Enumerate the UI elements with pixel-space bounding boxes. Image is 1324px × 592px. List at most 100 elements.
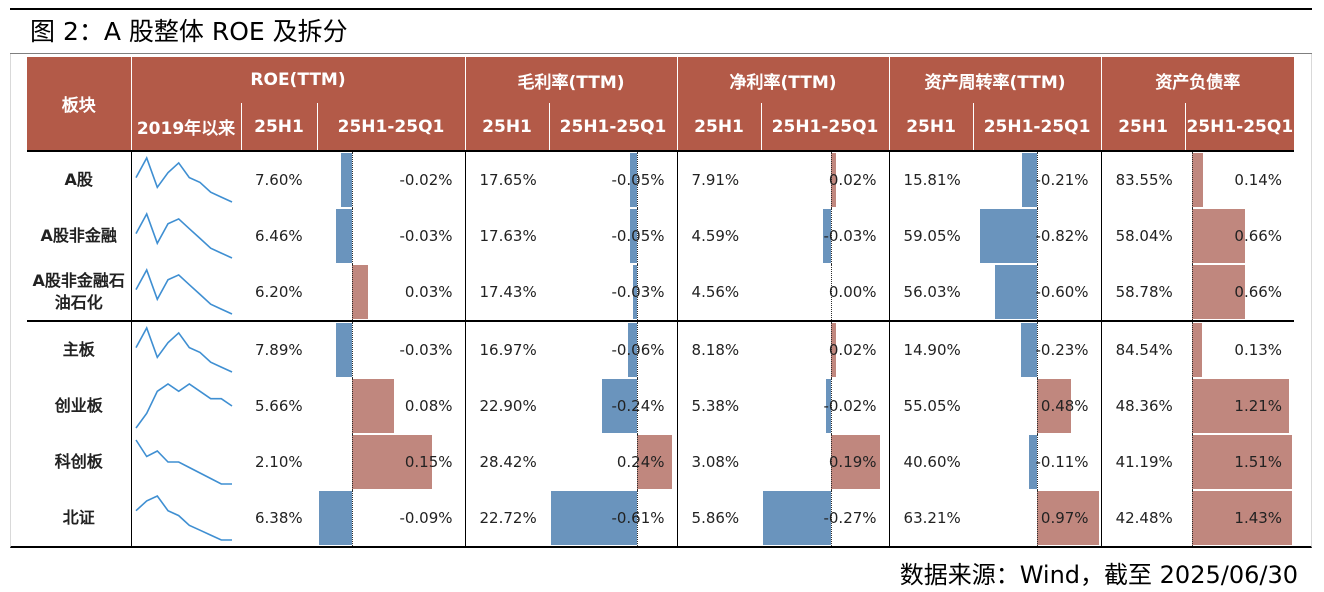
change-cell: -0.09% bbox=[317, 490, 466, 548]
change-bar bbox=[336, 323, 352, 377]
change-cell: -0.05% bbox=[549, 208, 678, 264]
change-bar bbox=[1022, 153, 1038, 207]
level-value: 5.86% bbox=[677, 490, 762, 548]
change-bar bbox=[823, 209, 832, 263]
level-value: 7.60% bbox=[241, 150, 317, 208]
change-cell: 1.43% bbox=[1185, 490, 1295, 548]
change-bar bbox=[1020, 323, 1038, 377]
zero-axis bbox=[637, 378, 639, 434]
zero-axis bbox=[831, 153, 833, 208]
zero-axis bbox=[1192, 434, 1194, 490]
change-cell: 0.66% bbox=[1185, 208, 1294, 264]
zero-axis bbox=[352, 323, 353, 378]
change-value: 1.21% bbox=[1234, 397, 1283, 415]
change-bar bbox=[341, 153, 352, 207]
zero-axis bbox=[1192, 378, 1194, 434]
change-cell: 0.02% bbox=[761, 320, 890, 378]
zero-axis bbox=[637, 208, 639, 264]
zero-axis bbox=[352, 378, 353, 434]
change-value: 0.66% bbox=[1234, 283, 1283, 301]
header-sub-level: 25H1 bbox=[240, 103, 317, 151]
change-cell: 0.14% bbox=[1185, 150, 1295, 208]
row-label: 主板 bbox=[27, 320, 132, 378]
header-group-gross-margin: 毛利率(TTM) bbox=[464, 57, 678, 103]
change-value: -0.24% bbox=[611, 397, 665, 415]
change-bar bbox=[319, 491, 352, 545]
row-label: 北证 bbox=[27, 490, 132, 548]
level-value: 6.46% bbox=[255, 227, 303, 245]
header-sub-level: 25H1 bbox=[888, 103, 974, 151]
zero-axis bbox=[831, 434, 833, 490]
change-value: -0.02% bbox=[823, 397, 877, 415]
change-value: 0.24% bbox=[616, 453, 665, 471]
zero-axis bbox=[1192, 264, 1194, 320]
sparkline-svg bbox=[134, 268, 232, 315]
change-bar bbox=[629, 153, 638, 207]
sparkline-path bbox=[134, 156, 232, 203]
zero-axis bbox=[1192, 490, 1194, 545]
zero-axis bbox=[1037, 490, 1039, 545]
change-cell: -0.82% bbox=[973, 208, 1102, 264]
change-cell: -0.60% bbox=[973, 264, 1102, 321]
change-value: -0.03% bbox=[823, 227, 877, 245]
level-value: 4.56% bbox=[691, 283, 740, 301]
level-value: 7.89% bbox=[241, 320, 317, 378]
row-label: 创业板 bbox=[27, 378, 132, 434]
change-value: 1.43% bbox=[1234, 509, 1283, 527]
level-value: 83.55% bbox=[1101, 150, 1186, 208]
sparkline-path bbox=[134, 268, 232, 315]
table-frame bbox=[10, 54, 1312, 548]
change-bar bbox=[1192, 491, 1293, 545]
change-value: -0.09% bbox=[399, 509, 453, 527]
level-value: 17.43% bbox=[479, 283, 537, 301]
change-cell: 0.08% bbox=[317, 378, 466, 434]
level-value: 15.81% bbox=[889, 150, 974, 208]
zero-axis bbox=[352, 208, 353, 264]
change-value: 0.03% bbox=[404, 283, 453, 301]
change-cell: 0.19% bbox=[761, 434, 890, 490]
change-value: 1.51% bbox=[1234, 453, 1283, 471]
zero-axis bbox=[831, 264, 833, 320]
change-cell: -0.03% bbox=[317, 208, 466, 264]
change-value: -0.61% bbox=[611, 509, 665, 527]
table-body: A股 7.60% -0.02% 17.65% -0.05% 7.91% 0.02% 15.81… bbox=[27, 150, 1295, 548]
change-bar bbox=[831, 435, 881, 489]
header-sub-change: 25H1-25Q1 bbox=[316, 103, 466, 151]
table-row: 主板 7.89% -0.03% 16.97% -0.06% 8.18% 0.02% 14.90… bbox=[27, 320, 1295, 378]
header-block: 板块 bbox=[27, 57, 132, 151]
change-value: 0.15% bbox=[404, 453, 453, 471]
change-bar bbox=[1192, 153, 1204, 207]
header-group-net-margin: 净利率(TTM) bbox=[676, 57, 890, 103]
header-sub-level: 25H1 bbox=[676, 103, 762, 151]
zero-axis bbox=[1037, 153, 1039, 208]
row-label: A股 bbox=[27, 150, 132, 208]
change-cell: 0.66% bbox=[1185, 264, 1294, 321]
level-value: 8.18% bbox=[677, 320, 762, 378]
change-value: 0.19% bbox=[828, 453, 877, 471]
zero-axis bbox=[831, 378, 833, 434]
change-bar bbox=[831, 153, 837, 207]
change-cell: -0.03% bbox=[549, 264, 678, 321]
change-cell: -0.05% bbox=[549, 150, 678, 208]
level-value: 4.59% bbox=[691, 227, 740, 245]
change-value: 0.02% bbox=[828, 171, 877, 189]
sparkline-svg bbox=[134, 156, 232, 203]
change-bar bbox=[1192, 323, 1203, 377]
zero-axis bbox=[1192, 323, 1194, 378]
change-bar bbox=[831, 323, 837, 377]
change-cell: -0.24% bbox=[549, 378, 678, 434]
change-value: -0.60% bbox=[1035, 283, 1089, 301]
header-sub-change: 25H1-25Q1 bbox=[1184, 103, 1295, 151]
level-value: 22.72% bbox=[465, 490, 550, 548]
header-sub-change: 25H1-25Q1 bbox=[972, 103, 1102, 151]
change-bar bbox=[979, 209, 1038, 263]
sparkline-svg bbox=[134, 439, 232, 485]
change-bar bbox=[1192, 265, 1245, 319]
change-value: 0.08% bbox=[404, 397, 453, 415]
change-value: 0.14% bbox=[1234, 171, 1283, 189]
level-value: 56.03% bbox=[903, 283, 961, 301]
level-value: 3.08% bbox=[691, 453, 740, 471]
zero-axis bbox=[1037, 208, 1039, 264]
header-sub-change: 25H1-25Q1 bbox=[548, 103, 678, 151]
zero-axis bbox=[637, 434, 639, 490]
